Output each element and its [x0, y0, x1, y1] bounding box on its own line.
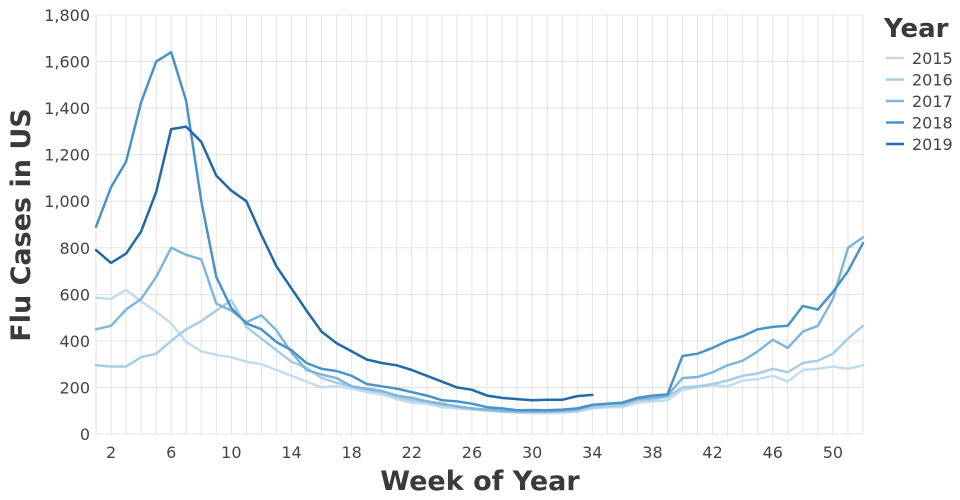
x-tick-label: 34: [582, 443, 602, 462]
y-tick-label: 1,600: [44, 53, 90, 72]
y-tick-label: 200: [59, 378, 90, 397]
series-line-2017: [94, 236, 865, 413]
y-tick-label: 1,800: [44, 6, 90, 25]
legend-label-2016: 2016: [912, 71, 953, 90]
x-tick-label: 14: [281, 443, 301, 462]
legend: Year 2015 2016 2017 2018 2019: [883, 14, 953, 154]
y-tick-label: 1,000: [44, 192, 90, 211]
series-line-2019: [94, 125, 594, 402]
x-tick-label: 26: [462, 443, 482, 462]
legend-items: 2015 2016 2017 2018 2019: [886, 49, 953, 154]
series-line-2018: [94, 50, 865, 412]
series-lines: [94, 50, 865, 415]
y-tick-label: 800: [59, 239, 90, 258]
legend-label-2015: 2015: [912, 49, 953, 68]
x-tick-label: 30: [522, 443, 542, 462]
series-line-2015: [94, 288, 865, 415]
x-tick-label: 10: [221, 443, 241, 462]
y-tick-label: 1,200: [44, 146, 90, 165]
y-tick-label: 1,400: [44, 99, 90, 118]
x-tick-label: 18: [341, 443, 361, 462]
legend-title: Year: [883, 14, 949, 44]
x-axis-title: Week of Year: [380, 466, 580, 497]
y-axis-title: Flu Cases in US: [6, 108, 37, 341]
x-tick-label: 22: [402, 443, 422, 462]
x-tick-label: 2: [106, 443, 116, 462]
y-tick-label: 0: [80, 425, 90, 444]
x-tick-label: 42: [702, 443, 722, 462]
legend-label-2019: 2019: [912, 135, 953, 154]
legend-label-2018: 2018: [912, 114, 953, 133]
y-tick-label: 600: [59, 285, 90, 304]
grid-lines: [95, 14, 864, 435]
x-tick-label: 50: [823, 443, 843, 462]
legend-label-2017: 2017: [912, 92, 953, 111]
x-tick-label: 38: [642, 443, 662, 462]
y-tick-label: 400: [59, 332, 90, 351]
x-tick-label: 46: [763, 443, 783, 462]
x-tick-label: 6: [166, 443, 176, 462]
